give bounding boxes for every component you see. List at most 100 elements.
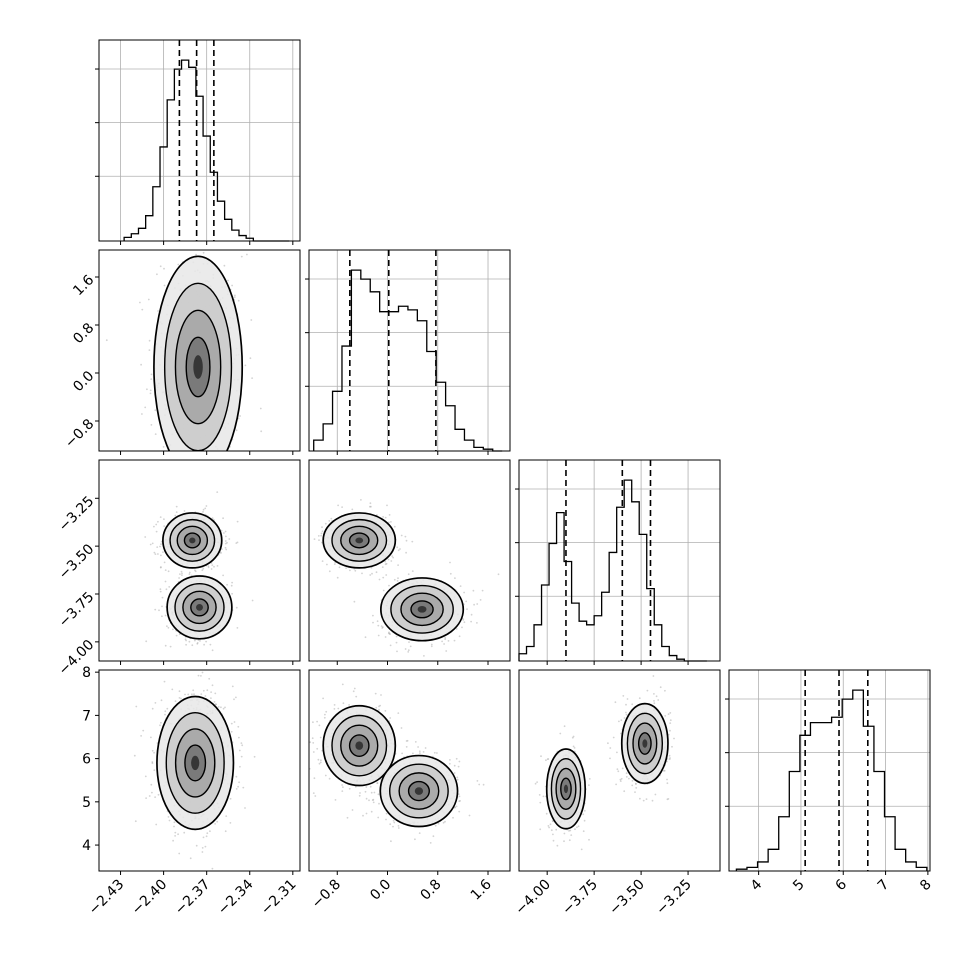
x-tick-label: −2.40 <box>129 877 171 919</box>
pair-panel-content <box>144 491 254 652</box>
pair-panel-3-2 <box>518 669 721 875</box>
x-tick-label: −0.8 <box>309 877 344 912</box>
contour-line <box>162 512 223 569</box>
contour-line <box>185 336 211 398</box>
density-level <box>196 604 203 611</box>
contour-line <box>331 714 388 777</box>
density-blob-0 <box>156 695 235 831</box>
contour-line <box>190 598 209 617</box>
pair-panel-3-1 <box>308 669 511 875</box>
pair-panel-content <box>309 683 485 844</box>
contour-line <box>389 763 449 819</box>
y-tick-label: −4.00 <box>56 637 98 679</box>
panel-frame <box>308 459 511 662</box>
density-level <box>563 784 569 794</box>
pair-panel-2-0 <box>95 459 301 665</box>
histogram-step <box>313 269 503 452</box>
density-blob-0 <box>545 748 587 830</box>
contour-line <box>331 518 388 562</box>
x-tick-label: −3.50 <box>606 877 648 919</box>
density-level <box>642 739 648 748</box>
panel-frame <box>98 459 301 662</box>
density-blob-1 <box>620 702 669 785</box>
contour-line <box>176 525 209 556</box>
pair-panel-content <box>105 251 263 451</box>
contour-line <box>183 532 201 549</box>
x-tick-label: −2.43 <box>86 877 128 919</box>
density-level <box>417 605 427 613</box>
x-tick-label: −4.00 <box>512 877 554 919</box>
histogram-panel-1 <box>305 249 511 455</box>
histogram-step <box>735 689 928 871</box>
contour-line <box>348 532 370 549</box>
y-tick-label: −3.25 <box>56 493 98 535</box>
density-blob-1 <box>379 754 459 828</box>
histogram-step <box>123 59 290 242</box>
panel-background <box>99 40 300 241</box>
contour-line <box>626 712 664 775</box>
contour-line <box>550 758 582 820</box>
contour-line <box>322 512 397 569</box>
x-tick-label: 8 <box>917 877 935 895</box>
panel-frame <box>98 669 301 872</box>
contour-line <box>637 732 652 755</box>
panel-frame <box>308 669 511 872</box>
contour-line <box>174 309 222 425</box>
pair-panel-content <box>313 499 500 657</box>
contour-line <box>348 734 370 758</box>
y-tick-label: 4 <box>82 838 91 854</box>
contour-line <box>156 695 235 831</box>
panel-background <box>309 250 510 451</box>
density-level <box>191 755 200 771</box>
pair-panel-1-0 <box>95 249 301 455</box>
pair-panel-content <box>133 671 256 870</box>
contour-line <box>407 780 430 802</box>
x-tick-label: −2.37 <box>172 877 214 919</box>
panel-frame <box>518 459 721 662</box>
density-blob-1 <box>166 575 233 640</box>
x-tick-label: −3.25 <box>653 877 695 919</box>
contour-line <box>184 744 207 782</box>
x-tick-label: 4 <box>748 876 766 894</box>
contour-line <box>340 724 379 767</box>
x-tick-label: 7 <box>875 877 893 895</box>
contour-line <box>165 711 225 814</box>
x-tick-label: −2.34 <box>215 876 257 918</box>
y-tick-label: −3.75 <box>56 589 98 631</box>
contour-line <box>166 575 233 640</box>
density-blob-0 <box>322 512 397 569</box>
panel-background <box>519 460 720 661</box>
contour-line <box>555 767 577 810</box>
x-tick-label: 0.0 <box>367 877 394 904</box>
pair-panel-3-0 <box>95 669 301 875</box>
contour-line <box>182 590 217 625</box>
contour-line <box>380 577 465 642</box>
panel-frame <box>98 39 301 242</box>
contour-line <box>400 592 444 627</box>
contour-line <box>153 255 244 451</box>
contour-line <box>174 582 225 632</box>
y-tick-label: 5 <box>82 795 91 811</box>
density-level <box>355 741 364 750</box>
density-blob-0 <box>162 512 223 569</box>
x-tick-label: 5 <box>790 877 808 895</box>
contour-line <box>620 702 669 785</box>
x-tick-label: −3.75 <box>559 877 601 919</box>
panel-frame <box>308 249 511 452</box>
density-blob-0 <box>322 704 397 787</box>
x-tick-label: 1.6 <box>468 876 495 903</box>
y-tick-label: 0.0 <box>70 368 97 395</box>
contour-line <box>390 584 454 634</box>
contour-line <box>632 722 658 765</box>
histogram-step <box>518 479 707 662</box>
y-tick-label: −3.50 <box>56 541 98 583</box>
contour-line <box>379 754 459 828</box>
y-tick-label: 8 <box>82 665 91 681</box>
panel-frame <box>98 249 301 452</box>
density-blob-0 <box>153 255 244 451</box>
y-tick-label: 0.8 <box>70 320 97 347</box>
x-tick-label: 6 <box>832 876 850 894</box>
density-level <box>414 787 424 795</box>
histogram-panel-3 <box>725 669 931 875</box>
